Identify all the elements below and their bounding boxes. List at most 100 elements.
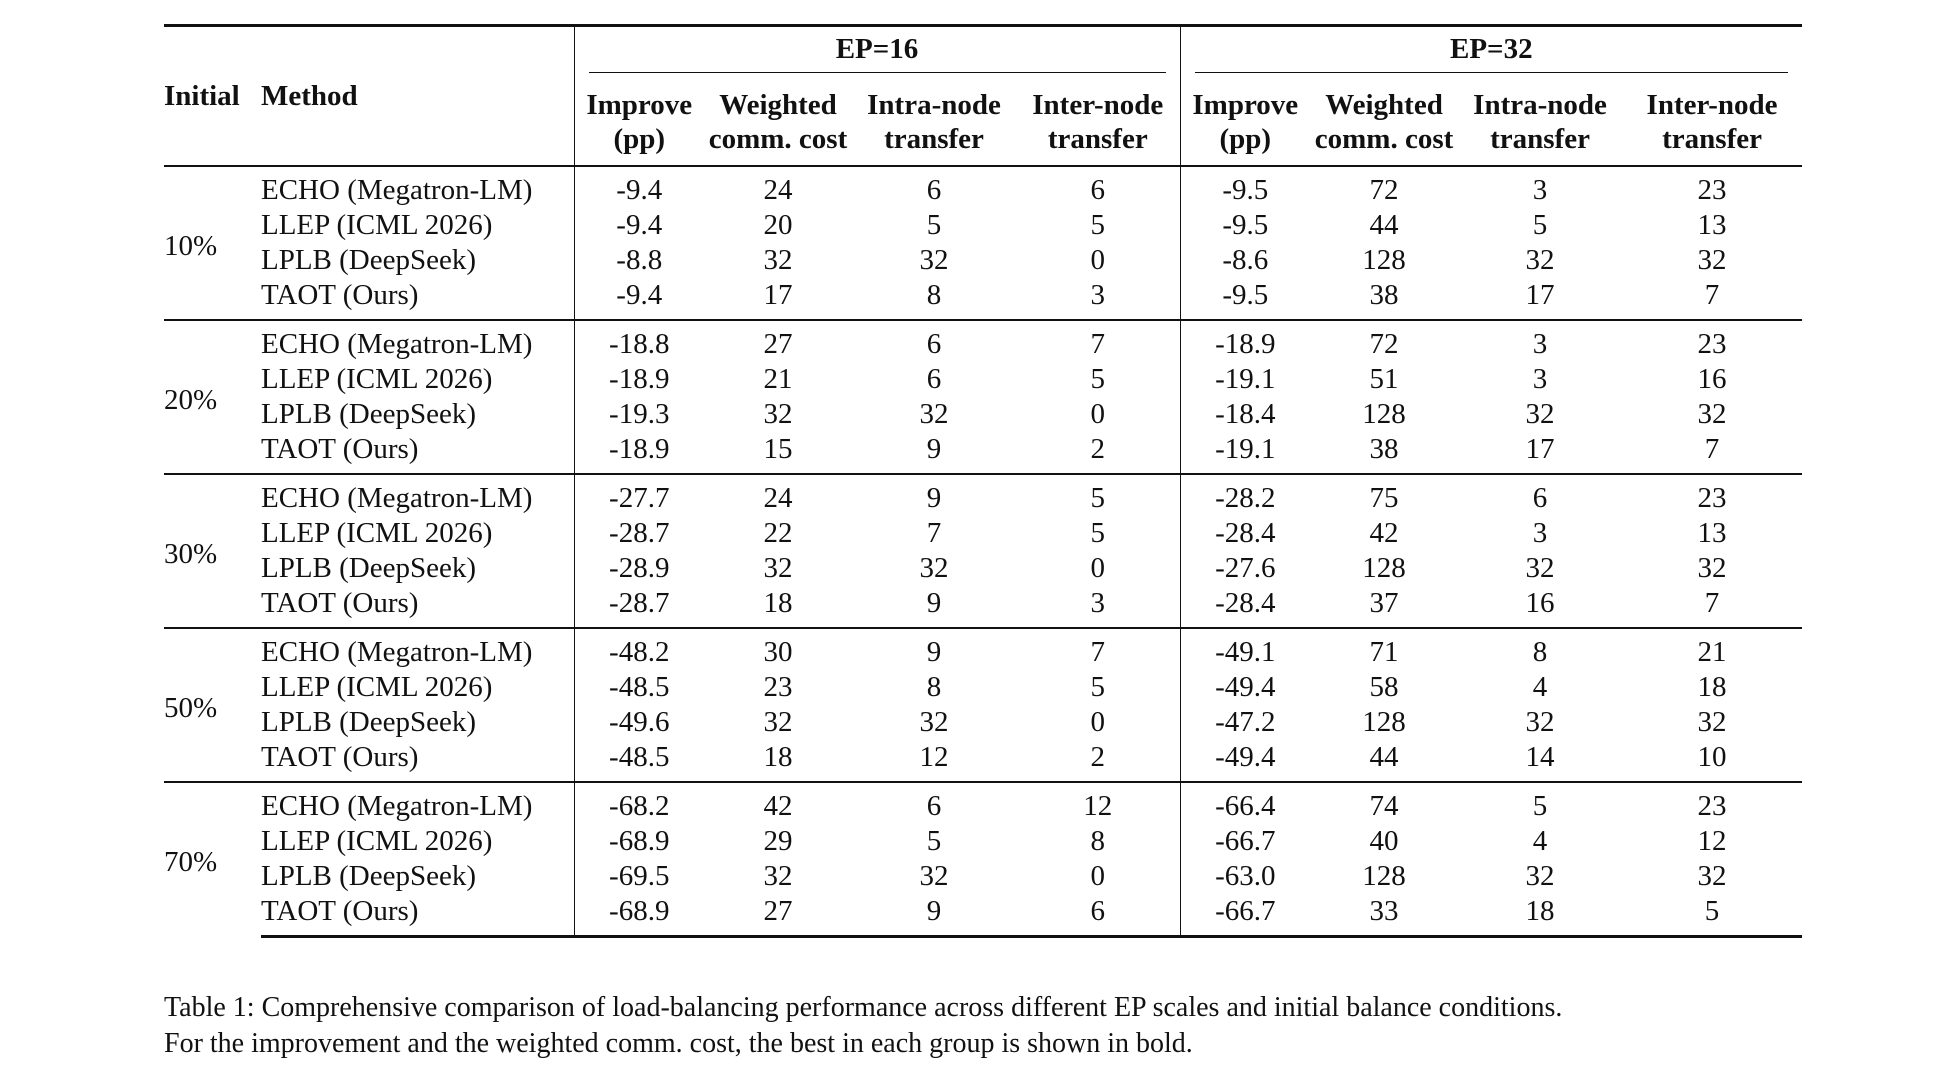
cell-ep32-weighted: 128 [1362,552,1406,584]
results-table: Initial Method EP=16 EP=32 Improve (pp) W… [164,24,1803,938]
cell-ep32-intra: 17 [1525,279,1555,311]
cell-ep16-intra: 9 [852,473,1016,516]
cell-ep16-inter: 3 [1016,278,1181,320]
cell-ep32-weighted: 128 [1362,860,1406,892]
cell-ep16-improve: -18.8 [574,319,704,362]
cell-ep16-inter: 0 [1016,243,1181,278]
cell-ep16-inter: 5 [1016,362,1181,397]
cell-ep32-improve: -18.4 [1215,398,1276,430]
cell-ep32-inter: 13 [1697,517,1727,549]
cell-ep16-weighted: 24 [704,165,852,208]
cell-ep32-inter: 7 [1704,587,1720,619]
cell-ep32-inter: 18 [1697,671,1727,703]
cell-ep16-weighted: 18 [763,741,793,773]
cell-ep16-intra: 6 [852,165,1016,208]
table-row: TAOT (Ours) -68.9 27 9 6 -66.7 33 18 5 [164,894,1803,938]
cell-ep32-improve: -28.2 [1180,473,1311,516]
cell-ep32-weighted: 44 [1369,209,1399,241]
group-30pct: 30% ECHO (Megatron-LM) -27.7 24 9 5 -28.… [164,473,1803,628]
header-col-line2: comm. cost [708,123,848,155]
table-row: LPLB (DeepSeek) -19.3 32 32 0 -18.4 128 … [164,397,1802,432]
cell-ep16-improve: -49.6 [609,706,670,738]
cell-ep32-inter: 23 [1622,165,1803,208]
group-50pct: 50% ECHO (Megatron-LM) -48.2 30 9 7 -49.… [164,627,1803,782]
method-cell: ECHO (Megatron-LM) [261,781,575,824]
cell-ep32-intra: 4 [1532,825,1548,857]
header-col-line1: Improve [1192,89,1299,121]
cell-ep32-improve: -66.7 [1215,825,1276,857]
cell-ep16-inter: 0 [1016,551,1181,586]
cell-ep16-improve: -19.3 [609,398,670,430]
cell-ep16-improve: -48.5 [609,741,670,773]
cell-ep32-weighted: 38 [1369,279,1399,311]
cell-ep16-weighted: 32 [763,398,793,430]
cell-ep16-intra: 32 [919,552,949,584]
group-70pct: 70% ECHO (Megatron-LM) -68.2 42 6 12 -66… [164,781,1803,938]
cell-ep32-inter: 21 [1622,627,1803,670]
header-ep16-improve: Improve (pp) [574,79,704,166]
header-col-line2: (pp) [613,123,666,155]
initial-cell: 30% [164,473,261,628]
cell-ep16-improve: -68.2 [574,781,704,824]
cell-ep16-inter: 12 [1016,781,1181,824]
table-row: LLEP (ICML 2026) -18.9 21 6 5 -19.1 51 3… [164,362,1802,397]
cell-ep16-weighted: 32 [763,552,793,584]
cell-ep16-intra: 32 [919,860,949,892]
cell-ep16-inter: 0 [1016,397,1181,432]
cell-ep32-weighted: 71 [1310,627,1459,670]
cell-ep32-intra: 32 [1525,706,1555,738]
cell-ep32-intra: 3 [1532,517,1548,549]
cell-ep16-weighted: 22 [763,517,793,549]
cell-ep32-weighted: 72 [1310,165,1459,208]
cell-ep32-improve: -47.2 [1215,706,1276,738]
cell-ep16-improve: -28.9 [609,552,670,584]
cell-ep16-intra: 5 [926,209,942,241]
cell-ep32-improve: -49.4 [1215,671,1276,703]
header-ep32-inter: Inter-node transfer [1622,79,1802,166]
cell-ep16-improve: -68.9 [609,825,670,857]
cell-ep16-intra: 7 [926,517,942,549]
cell-ep32-intra: 3 [1458,165,1623,208]
cell-ep16-improve: -18.9 [609,363,670,395]
method-cell: LPLB (DeepSeek) [261,551,575,586]
cell-ep16-weighted: 32 [763,706,793,738]
cell-ep32-improve: -19.1 [1215,363,1276,395]
cell-ep16-intra: 6 [852,319,1016,362]
method-cell: ECHO (Megatron-LM) [261,627,575,670]
cell-ep32-inter: 32 [1697,244,1727,276]
cell-ep32-intra: 6 [1458,473,1623,516]
cell-ep16-inter: 6 [1016,165,1181,208]
cell-ep32-intra: 18 [1458,894,1623,938]
cell-ep32-improve: -27.6 [1215,552,1276,584]
header-group-ep32-rule [1194,72,1789,73]
cell-ep16-intra: 32 [919,244,949,276]
cell-ep16-inter: 7 [1016,627,1181,670]
cell-ep16-improve: -27.7 [574,473,704,516]
initial-cell: 50% [164,627,261,782]
cell-ep32-improve: -9.5 [1180,165,1311,208]
cell-ep32-improve: -66.7 [1180,894,1311,938]
header-col-line1: Inter-node [1032,89,1164,121]
method-cell: LPLB (DeepSeek) [261,397,575,432]
cell-ep16-inter: 2 [1016,740,1181,782]
header-col-line1: Improve [586,89,693,121]
cell-ep32-improve: -18.9 [1180,319,1311,362]
cell-ep16-intra: 8 [926,671,942,703]
cell-ep16-weighted: 18 [763,587,793,619]
table-row: LLEP (ICML 2026) -48.5 23 8 5 -49.4 58 4… [164,670,1802,705]
cell-ep32-weighted: 75 [1310,473,1459,516]
cell-ep16-improve: -48.2 [574,627,704,670]
header-col-line2: (pp) [1219,123,1272,155]
cell-ep32-intra: 5 [1458,781,1623,824]
cell-ep32-weighted: 58 [1369,671,1399,703]
method-cell: LPLB (DeepSeek) [261,705,575,740]
cell-ep16-improve: -9.4 [574,165,704,208]
header-group-ep32: EP=32 [1180,24,1803,79]
cell-ep32-improve: -9.5 [1222,209,1269,241]
cell-ep32-weighted: 128 [1362,244,1406,276]
cell-ep32-improve: -63.0 [1215,860,1276,892]
cell-ep16-improve: -68.9 [574,894,704,938]
header-group-ep16-label: EP=16 [835,32,919,65]
cell-ep32-improve: -28.4 [1215,517,1276,549]
cell-ep16-weighted: 30 [704,627,852,670]
